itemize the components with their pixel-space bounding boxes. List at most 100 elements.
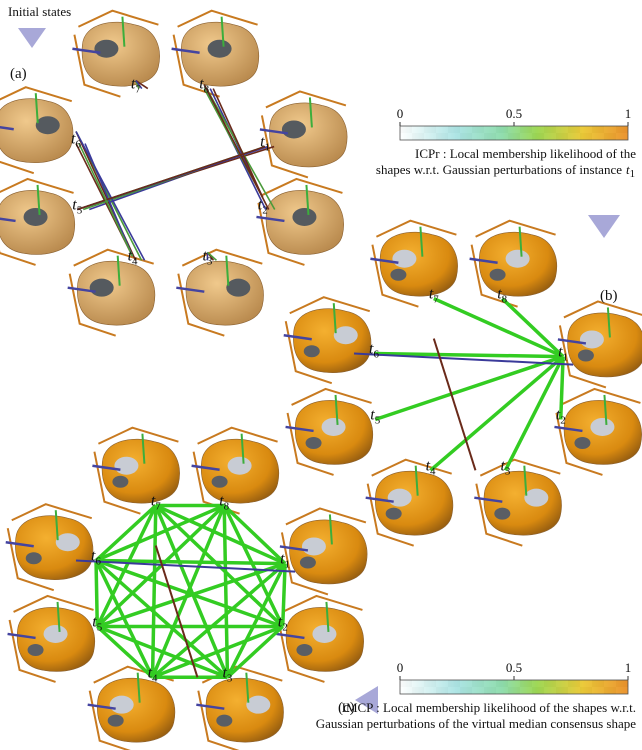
triangle-marker xyxy=(18,28,46,48)
caption-line: Gaussian perturbations of the virtual me… xyxy=(316,716,636,731)
node-index: 5 xyxy=(77,204,83,216)
patch xyxy=(212,476,228,488)
shape xyxy=(366,460,453,546)
shape xyxy=(92,428,179,514)
patch xyxy=(108,715,124,727)
node-label: t5 xyxy=(72,196,82,216)
shape xyxy=(68,250,155,336)
node-index: 5 xyxy=(375,414,381,426)
patch xyxy=(574,437,590,449)
shape xyxy=(0,179,75,265)
patch xyxy=(322,418,346,436)
node-index: 2 xyxy=(282,621,288,633)
patch xyxy=(114,457,138,475)
surface xyxy=(484,471,562,535)
patch xyxy=(110,696,134,714)
patch xyxy=(580,330,604,348)
node-label: t3 xyxy=(202,247,212,267)
tick-label: 0 xyxy=(397,660,404,675)
node-index: 2 xyxy=(262,204,268,216)
caption-line: shapes w.r.t. Gaussian perturbations of … xyxy=(376,162,622,177)
node-index: 1 xyxy=(265,142,271,154)
colorbar-fill xyxy=(400,680,628,694)
patch xyxy=(282,120,306,138)
node-label: t5 xyxy=(370,406,380,426)
patch xyxy=(578,349,594,361)
shape xyxy=(284,297,371,383)
surface xyxy=(82,22,160,86)
shape xyxy=(260,91,347,177)
node-index: 3 xyxy=(207,255,213,267)
patch xyxy=(490,269,506,281)
link xyxy=(213,89,263,198)
link xyxy=(434,299,563,357)
node-index: 2 xyxy=(560,414,566,426)
tick-label: 0.5 xyxy=(506,106,522,121)
tick-label: 0.5 xyxy=(506,660,522,675)
surface xyxy=(15,516,93,580)
surface xyxy=(97,678,175,742)
shape xyxy=(196,667,283,750)
patch xyxy=(26,552,42,564)
link xyxy=(224,506,227,678)
caption-line: ICPr : Local membership likelihood of th… xyxy=(415,146,636,161)
patch xyxy=(300,556,316,568)
link xyxy=(431,357,564,471)
surface xyxy=(270,103,348,167)
patch xyxy=(302,537,326,555)
shape xyxy=(72,11,159,97)
link xyxy=(502,299,563,357)
surface xyxy=(290,520,368,584)
patch xyxy=(306,437,322,449)
link xyxy=(283,564,285,627)
shape xyxy=(0,87,73,173)
caption-subscript: 1 xyxy=(630,168,636,180)
patch xyxy=(524,489,548,507)
initial-states-label: Initial states xyxy=(8,4,71,19)
patch xyxy=(94,40,118,58)
node-index: 3 xyxy=(227,672,233,684)
tick-label: 1 xyxy=(625,660,632,675)
node-label: t1 xyxy=(558,344,568,364)
patch xyxy=(44,625,68,643)
links xyxy=(354,299,573,471)
links xyxy=(76,81,275,261)
node-index: 5 xyxy=(97,621,103,633)
caption-symbol: t1 xyxy=(626,162,635,180)
patch xyxy=(246,696,270,714)
patch xyxy=(228,457,252,475)
surface xyxy=(380,232,458,296)
node-index: 4 xyxy=(430,465,436,477)
patch xyxy=(334,326,358,344)
surface xyxy=(102,439,180,503)
patch xyxy=(296,644,312,656)
tick-label: 1 xyxy=(625,106,632,121)
shape xyxy=(256,179,343,265)
caption-line: IMCP : Local membership likelihood of th… xyxy=(342,700,636,715)
shape xyxy=(470,221,557,307)
link xyxy=(224,506,285,564)
node-index: 1 xyxy=(285,559,291,571)
shape xyxy=(280,508,367,594)
patch xyxy=(494,508,510,520)
patch xyxy=(312,625,336,643)
node-index: 7 xyxy=(155,501,161,513)
patch xyxy=(506,250,530,268)
shape xyxy=(88,667,175,750)
node-label: t1 xyxy=(280,551,290,571)
patch xyxy=(390,269,406,281)
link xyxy=(79,144,133,257)
patch xyxy=(392,250,416,268)
link xyxy=(97,626,152,677)
panel: t1t2t3t4t5t6t7t8(c) xyxy=(6,428,367,750)
node-index: 6 xyxy=(374,349,380,361)
node-index: 4 xyxy=(132,255,138,267)
tick-label: 0 xyxy=(397,106,404,121)
patch xyxy=(112,476,128,488)
link xyxy=(76,132,145,261)
panel-label: (a) xyxy=(10,66,27,82)
node-index: 7 xyxy=(433,294,439,306)
patch xyxy=(226,279,250,297)
shape xyxy=(474,460,561,546)
patch xyxy=(90,279,114,297)
